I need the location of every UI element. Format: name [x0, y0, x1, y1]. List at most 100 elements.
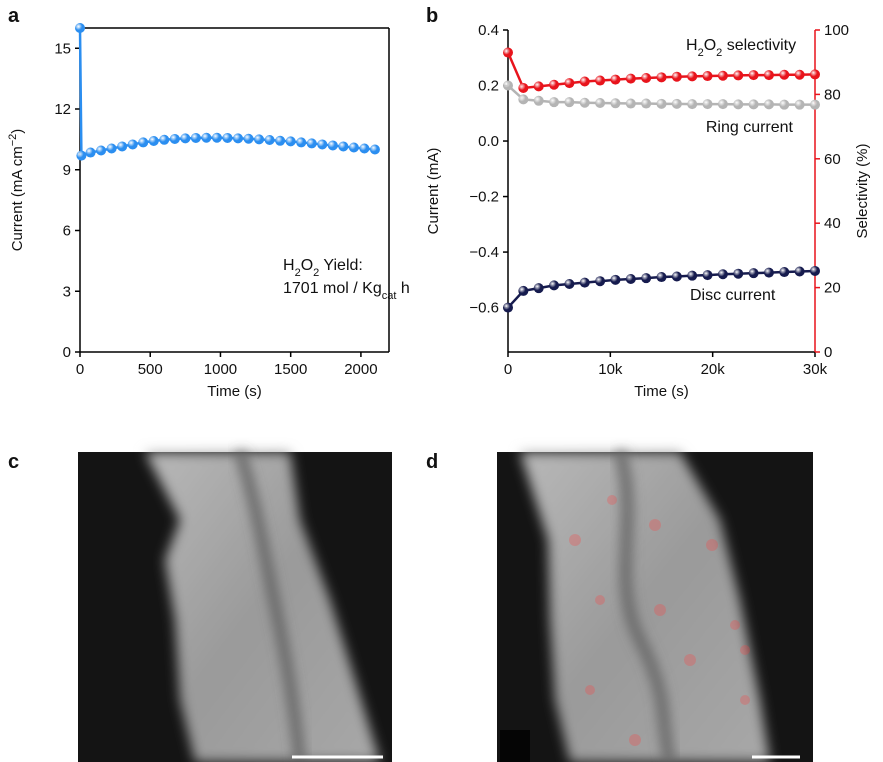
data-point — [671, 71, 682, 82]
data-point — [518, 285, 529, 296]
data-point — [254, 134, 265, 145]
data-point — [564, 278, 575, 289]
data-point — [717, 99, 728, 110]
x-tick-label: 2000 — [344, 361, 377, 378]
annotation: Disc current — [690, 287, 776, 304]
data-point — [549, 280, 560, 291]
x-tick-label: 0 — [76, 361, 84, 378]
data-point — [96, 145, 107, 156]
x-tick-label: 1000 — [204, 361, 237, 378]
data-point — [579, 277, 590, 288]
data-point — [338, 141, 349, 152]
data-point — [641, 72, 652, 83]
panel-label: b — [426, 5, 438, 27]
data-point — [233, 133, 244, 144]
annotation: Ring current — [706, 119, 794, 136]
data-point — [518, 82, 529, 93]
y2-tick-label: 80 — [824, 86, 841, 103]
data-point — [595, 98, 606, 109]
y-tick-label: −0.6 — [469, 300, 499, 317]
data-point — [296, 137, 307, 148]
data-point — [579, 76, 590, 87]
image-d — [497, 450, 813, 762]
data-point — [687, 99, 698, 110]
data-point — [794, 99, 805, 110]
annotation: 1701 mol / Kgcat h — [283, 280, 410, 302]
data-point — [503, 302, 513, 313]
data-point — [779, 99, 790, 110]
data-point — [794, 266, 805, 277]
annotation: H2O2 selectivity — [686, 37, 796, 59]
data-point — [306, 138, 317, 149]
y-axis-label-part: −2 — [7, 134, 19, 147]
data-point — [359, 143, 370, 154]
annotation-part: 2 — [698, 47, 704, 59]
data-point — [533, 283, 544, 294]
annotation-part: 2 — [313, 267, 319, 279]
annotation-part: h — [396, 280, 409, 297]
atom-highlights — [569, 495, 750, 746]
data-point — [595, 75, 606, 86]
data-point — [201, 132, 212, 143]
annotation-part: O — [704, 37, 716, 54]
annotation-part: O — [301, 257, 313, 274]
data-point — [625, 98, 636, 109]
data-point — [549, 79, 560, 90]
annotation-part: cat — [382, 290, 397, 302]
data-point — [264, 134, 275, 145]
x-tick-label: 0 — [504, 361, 512, 378]
data-point — [518, 94, 529, 105]
data-point — [687, 71, 698, 82]
annotation-part: H — [686, 37, 698, 54]
data-point — [503, 47, 513, 58]
data-point — [549, 97, 560, 108]
dark-corner — [500, 730, 530, 762]
data-point — [148, 135, 159, 146]
annotation-part: 2 — [295, 267, 301, 279]
data-point — [317, 139, 328, 150]
data-point — [656, 72, 667, 83]
y-tick-label: 6 — [63, 223, 71, 240]
y-tick-label: 15 — [54, 40, 71, 57]
data-point — [625, 273, 636, 284]
particle — [520, 452, 770, 762]
data-point — [503, 80, 513, 91]
x-tick-label: 500 — [138, 361, 163, 378]
y-tick-label: 0.2 — [478, 78, 499, 95]
data-point — [763, 99, 774, 110]
y2-tick-label: 0 — [824, 344, 832, 361]
data-point — [180, 133, 191, 144]
y2-tick-label: 100 — [824, 22, 849, 39]
data-point — [748, 99, 759, 110]
data-point — [138, 137, 149, 148]
y-tick-label: 3 — [63, 283, 71, 300]
data-point — [285, 136, 296, 147]
panel-label: a — [8, 5, 20, 27]
annotation-part: selectivity — [722, 37, 796, 54]
data-point — [190, 132, 201, 143]
y-tick-label: −0.4 — [469, 244, 499, 261]
data-point — [533, 81, 544, 92]
data-point — [763, 70, 774, 81]
data-point — [595, 276, 606, 287]
y-axis-label-part: Current (mA cm — [9, 146, 26, 251]
data-point — [106, 143, 117, 154]
data-point — [779, 267, 790, 278]
annotation-part: 2 — [716, 47, 722, 59]
annotation-part: H — [283, 257, 295, 274]
data-point — [748, 268, 759, 279]
data-point — [533, 95, 544, 106]
data-point — [671, 98, 682, 109]
panel-label: c — [8, 451, 19, 473]
data-point — [641, 273, 652, 284]
data-point — [810, 265, 820, 276]
data-point — [794, 69, 805, 80]
y2-tick-label: 40 — [824, 215, 841, 232]
data-point — [222, 132, 233, 143]
data-point — [610, 274, 621, 285]
data-point — [810, 69, 820, 80]
data-point — [733, 99, 744, 110]
data-point — [579, 97, 590, 108]
x-tick-label: 20k — [701, 361, 726, 378]
